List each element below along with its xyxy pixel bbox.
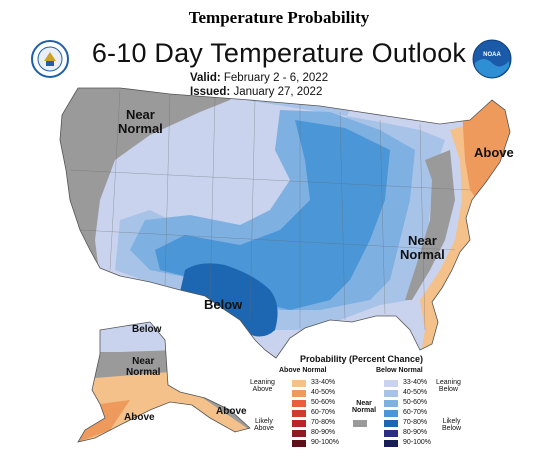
issued-label: Issued:	[190, 86, 231, 98]
above-legend-swatch	[292, 420, 306, 427]
legend-likely-below: Likely Below	[442, 418, 462, 432]
valid-date: Valid: February 2 - 6, 2022	[190, 72, 328, 84]
above-legend-row: 50-60%	[292, 399, 352, 408]
below-legend-swatch	[384, 400, 398, 407]
below-legend-swatch	[384, 410, 398, 417]
below-legend-bin: 60-70%	[403, 409, 428, 416]
legend-leaning-above: Leaning Above	[250, 379, 275, 393]
map-title: 6-10 Day Temperature Outlook	[91, 38, 467, 68]
above-legend-bin: 60-70%	[311, 409, 336, 416]
legend-below-header: Below Normal	[376, 367, 423, 374]
above-legend-bin: 33-40%	[311, 379, 336, 386]
legend: Probability (Percent Chance) Above Norma…	[250, 346, 490, 456]
above-legend-swatch	[292, 380, 306, 387]
above-legend-bin: 50-60%	[311, 399, 336, 406]
above-legend-row: 60-70%	[292, 409, 352, 418]
legend-likely-above: Likely Above	[254, 418, 274, 432]
legend-near-normal-swatch	[353, 420, 367, 427]
below-legend-row: 80-90%	[384, 429, 444, 438]
above-legend-swatch	[292, 410, 306, 417]
below-legend-row: 60-70%	[384, 409, 444, 418]
legend-above-header: Above Normal	[279, 367, 327, 374]
conus-outline	[59, 87, 511, 359]
below-legend-swatch	[384, 430, 398, 437]
below-legend-swatch	[384, 440, 398, 447]
above-legend-swatch	[292, 390, 306, 397]
above-legend-bin: 80-90%	[311, 429, 336, 436]
issued-value: January 27, 2022	[233, 86, 323, 98]
above-legend-swatch	[292, 430, 306, 437]
noaa-logo: NOAA	[472, 39, 512, 79]
label-above-northeast: Above	[474, 145, 514, 160]
above-legend-row: 80-90%	[292, 429, 352, 438]
above-legend-bin: 70-80%	[311, 419, 336, 426]
below-legend-swatch	[384, 420, 398, 427]
valid-label: Valid:	[190, 72, 221, 84]
state-borders	[69, 89, 471, 331]
below-legend-row: 50-60%	[384, 399, 444, 408]
below-legend-swatch	[384, 380, 398, 387]
above-legend-swatch	[292, 400, 306, 407]
alaska-outline	[77, 321, 251, 443]
above-legend-bin: 40-50%	[311, 389, 336, 396]
label-near-normal-east: Near Normal	[400, 233, 445, 262]
below-legend-bin: 70-80%	[403, 419, 428, 426]
above-legend-swatch	[292, 440, 306, 447]
label-below-south: Below	[204, 297, 243, 312]
below-legend-row: 40-50%	[384, 389, 444, 398]
above-legend-bin: 90-100%	[311, 439, 340, 446]
below-legend-row: 70-80%	[384, 419, 444, 428]
label-alaska-near-normal: Near Normal	[126, 356, 161, 378]
below-legend-bin: 33-40%	[403, 379, 428, 386]
label-alaska-above-south: Above	[216, 406, 247, 417]
above-legend-row: 40-50%	[292, 389, 352, 398]
legend-leaning-below: Leaning Below	[436, 379, 461, 393]
above-legend-row: 90-100%	[292, 439, 352, 448]
below-legend-swatch	[384, 390, 398, 397]
below-legend-bin: 50-60%	[403, 399, 428, 406]
below-legend-bin: 80-90%	[403, 429, 428, 436]
above-legend-row: 70-80%	[292, 419, 352, 428]
legend-title: Probability (Percent Chance)	[300, 354, 424, 364]
legend-near-normal-label: Near Normal	[352, 400, 377, 414]
valid-value: February 2 - 6, 2022	[223, 72, 329, 84]
label-alaska-below: Below	[132, 324, 162, 335]
label-near-normal-west: Near Normal	[118, 107, 163, 136]
above-legend-row: 33-40%	[292, 379, 352, 388]
issued-date: Issued: January 27, 2022	[190, 86, 322, 98]
noaa-logo-text: NOAA	[483, 52, 501, 58]
below-legend-bin: 90-100%	[403, 439, 432, 446]
label-alaska-above-west: Above	[124, 412, 155, 423]
page-title: Temperature Probability	[188, 8, 370, 27]
below-legend-row: 33-40%	[384, 379, 444, 388]
below-legend-bin: 40-50%	[403, 389, 428, 396]
alaska-region	[78, 322, 250, 442]
doc-seal-logo	[31, 40, 69, 78]
below-legend-row: 90-100%	[384, 439, 444, 448]
